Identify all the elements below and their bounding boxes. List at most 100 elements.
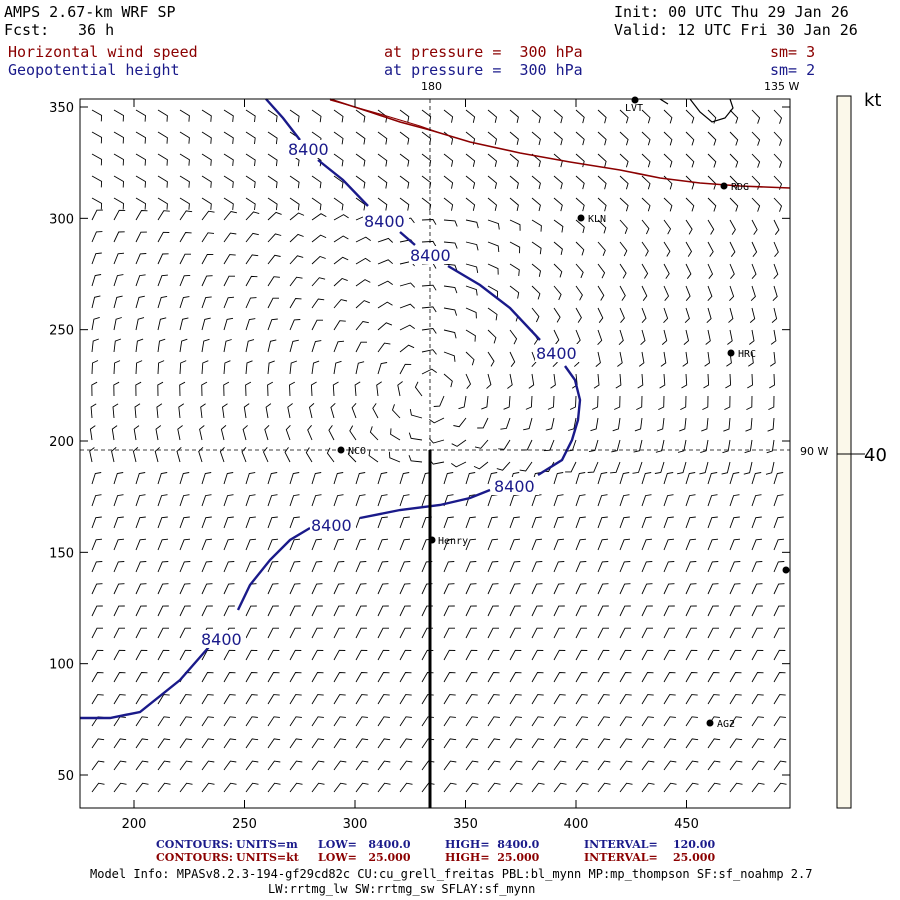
wind-barb bbox=[223, 339, 232, 353]
wind-barbs bbox=[89, 109, 787, 793]
footer-units-1: UNITS=m bbox=[236, 838, 298, 851]
wind-barb bbox=[377, 301, 393, 309]
wind-barb bbox=[531, 561, 543, 573]
wind-barb bbox=[333, 109, 344, 123]
wind-barb bbox=[310, 381, 317, 397]
station-label: KLN bbox=[588, 214, 606, 225]
wind-barb bbox=[773, 649, 786, 661]
wind-barb bbox=[267, 516, 278, 529]
wind-barb bbox=[507, 373, 513, 389]
wind-barb bbox=[509, 538, 521, 551]
wind-barb bbox=[91, 360, 99, 375]
wind-barb bbox=[245, 738, 259, 749]
wind-barb bbox=[311, 538, 323, 551]
wind-barb bbox=[663, 605, 675, 617]
wind-barb bbox=[685, 285, 691, 301]
wind-barb bbox=[487, 672, 500, 683]
wind-barb bbox=[354, 381, 361, 397]
wind-barb bbox=[377, 605, 389, 617]
wind-barb bbox=[751, 760, 765, 771]
wind-barb bbox=[685, 219, 693, 235]
wind-barb bbox=[113, 209, 126, 221]
wind-barb bbox=[597, 561, 609, 573]
wind-barb bbox=[575, 516, 586, 529]
wind-barb bbox=[487, 649, 500, 661]
wind-barb bbox=[477, 417, 489, 429]
wind-barb bbox=[135, 231, 147, 243]
wind-barb bbox=[685, 605, 697, 617]
wind-barb bbox=[201, 538, 213, 551]
wind-barb bbox=[597, 627, 609, 639]
wind-barb bbox=[707, 197, 717, 212]
wind-barb bbox=[377, 782, 391, 793]
wind-barb bbox=[421, 649, 434, 661]
wind-barb bbox=[154, 447, 160, 463]
x-tick-label: 250 bbox=[232, 817, 257, 832]
wind-barb bbox=[722, 439, 731, 454]
wind-barb bbox=[685, 782, 699, 793]
wind-barb bbox=[311, 782, 325, 793]
wind-barb bbox=[408, 455, 423, 463]
wind-barb bbox=[509, 285, 520, 299]
wind-barb bbox=[377, 342, 391, 353]
wind-barb bbox=[91, 175, 103, 188]
wind-barb bbox=[751, 583, 763, 595]
wind-barb bbox=[773, 263, 779, 280]
wind-barb bbox=[729, 538, 741, 551]
wind-barb bbox=[399, 324, 415, 331]
wind-barb bbox=[707, 219, 715, 235]
wind-barb bbox=[91, 672, 104, 683]
wind-barb bbox=[751, 605, 763, 617]
wind-barb bbox=[201, 561, 213, 573]
wind-barb bbox=[91, 738, 105, 749]
footer-contours-label-2: CONTOURS: bbox=[156, 851, 233, 864]
wind-barb bbox=[547, 395, 555, 410]
wind-barb bbox=[91, 153, 103, 166]
wind-barb bbox=[575, 649, 588, 661]
wind-barb bbox=[487, 627, 499, 639]
wind-barb bbox=[619, 694, 632, 705]
wind-barb bbox=[729, 219, 736, 235]
wind-barb bbox=[682, 351, 689, 367]
wind-barb bbox=[111, 447, 117, 463]
wind-barb bbox=[619, 649, 632, 661]
wind-barb bbox=[641, 175, 651, 190]
wind-barb bbox=[610, 461, 621, 474]
wind-barb bbox=[685, 561, 697, 573]
wind-barb bbox=[333, 320, 346, 331]
wind-barb bbox=[751, 694, 764, 705]
x-tick-label: 200 bbox=[122, 817, 147, 832]
wind-barb bbox=[509, 738, 523, 749]
wind-barb bbox=[265, 403, 272, 419]
wind-barb bbox=[487, 285, 499, 298]
wind-barb bbox=[355, 361, 365, 375]
x-tick-label: 350 bbox=[453, 817, 478, 832]
wind-barb bbox=[766, 439, 775, 454]
field2-name: Geopotential height bbox=[8, 61, 180, 79]
wind-barb bbox=[355, 561, 367, 573]
wind-barb bbox=[641, 153, 651, 168]
wind-barb bbox=[597, 782, 611, 793]
wind-barb bbox=[465, 285, 478, 296]
wind-barb bbox=[677, 461, 687, 475]
wind-barb bbox=[377, 561, 389, 573]
wind-barb bbox=[663, 197, 673, 212]
wind-barb bbox=[729, 782, 743, 793]
wind-barb bbox=[663, 782, 677, 793]
wind-barb bbox=[289, 381, 296, 397]
wind-barb bbox=[597, 494, 608, 507]
wind-barb bbox=[305, 447, 313, 463]
wind-barb bbox=[575, 153, 585, 168]
wind-barb bbox=[597, 263, 606, 279]
wind-barb bbox=[267, 738, 281, 749]
wind-barb bbox=[289, 538, 301, 551]
wind-barb bbox=[707, 649, 720, 661]
wind-barb bbox=[135, 583, 147, 595]
wind-barb bbox=[330, 402, 336, 419]
wind-barb bbox=[531, 197, 541, 212]
wind-barb bbox=[509, 219, 521, 231]
wind-barb bbox=[397, 381, 403, 397]
wind-barb bbox=[663, 716, 676, 727]
wind-barb bbox=[267, 782, 281, 793]
wind-barb bbox=[465, 109, 476, 123]
